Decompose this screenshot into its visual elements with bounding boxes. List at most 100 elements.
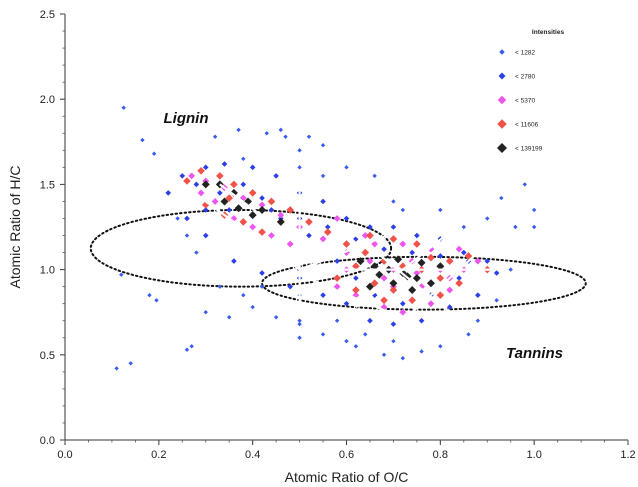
data-point: [227, 315, 232, 320]
data-point: [399, 262, 407, 270]
data-point: [188, 172, 196, 180]
data-point: [437, 253, 444, 259]
data-point: [201, 180, 210, 189]
data-point: [531, 224, 537, 230]
y-tick-label: 2.0: [40, 94, 55, 106]
data-point: [241, 292, 246, 298]
data-point: [352, 262, 360, 270]
legend-marker: [497, 143, 507, 153]
data-point: [446, 304, 453, 310]
data-point: [414, 232, 420, 239]
data-point: [320, 173, 326, 179]
data-point: [367, 317, 373, 324]
y-tick-label: 0.5: [40, 350, 55, 362]
data-point: [297, 335, 302, 340]
data-point: [419, 349, 424, 354]
y-tick-label: 1.0: [40, 265, 55, 277]
data-point: [372, 173, 377, 179]
white-crosslines: [176, 175, 497, 339]
data-point: [276, 217, 285, 226]
data-point: [297, 148, 302, 153]
data-point: [286, 240, 294, 248]
y-axis-title: Atomic Ratio of H/C: [7, 166, 23, 289]
legend-label: < 1282: [515, 50, 535, 57]
white-crossline: [402, 243, 488, 322]
data-point: [371, 240, 379, 248]
region-ellipses: [89, 208, 587, 311]
data-point: [513, 224, 518, 230]
annotation-lignin: Lignin: [164, 110, 209, 127]
data-point: [319, 235, 327, 243]
y-tick-label: 1.5: [40, 179, 55, 191]
data-point: [202, 207, 209, 213]
region-ellipse-lignin: [89, 208, 393, 288]
data-point: [189, 344, 194, 349]
data-point: [353, 344, 359, 349]
data-point: [217, 284, 223, 289]
data-point: [363, 332, 368, 337]
data-point: [239, 194, 247, 202]
data-point: [197, 166, 205, 175]
data-point: [445, 257, 454, 265]
data-point: [367, 224, 373, 230]
data-point: [114, 366, 119, 371]
data-point: [259, 284, 265, 289]
data-point: [147, 292, 152, 298]
axes-frame: 0.0 0.2 0.4 0.6 0.8 1.0 1.2 0.0 0.5 1.0 1.5 2.0 2.5 A…: [7, 9, 636, 485]
white-crossline: [219, 183, 301, 245]
data-point: [179, 173, 186, 179]
region-ellipse-tannins: [261, 255, 587, 311]
data-point: [230, 180, 238, 189]
annotation-tannins: Tannins: [506, 345, 563, 362]
data-point: [343, 300, 350, 307]
data-point: [353, 275, 359, 281]
y-tick-label: 2.5: [40, 9, 55, 21]
data-point: [413, 269, 421, 277]
data-point: [361, 248, 370, 257]
data-point: [320, 292, 326, 298]
data-point: [286, 206, 294, 214]
data-point: [342, 240, 351, 248]
data-point: [412, 274, 421, 283]
data-point: [409, 249, 415, 256]
data-point: [240, 181, 247, 188]
data-point: [259, 195, 265, 201]
x-tick-label: 1.2: [620, 449, 635, 461]
data-point: [400, 300, 406, 307]
data-point: [371, 292, 378, 298]
white-crossline: [355, 231, 451, 308]
data-point: [461, 224, 466, 230]
x-tick-label: 0.4: [245, 449, 260, 461]
data-point: [320, 198, 326, 205]
data-point: [249, 164, 256, 171]
data-point: [297, 321, 302, 327]
data-point: [249, 223, 257, 231]
data-point: [258, 201, 266, 209]
data-point: [202, 232, 209, 239]
white-crossline: [299, 273, 451, 339]
data-point: [499, 195, 504, 201]
y-tick-label: 0.0: [40, 435, 55, 447]
data-point: [258, 228, 266, 236]
data-point: [184, 215, 190, 222]
data-point: [426, 279, 435, 288]
data-point: [212, 134, 218, 139]
data-point: [183, 177, 191, 185]
data-point: [370, 279, 379, 288]
data-point: [333, 215, 341, 222]
data-point: [456, 275, 462, 281]
data-point: [438, 344, 443, 349]
data-point: [221, 161, 228, 167]
data-point: [522, 182, 527, 187]
data-point: [460, 249, 467, 256]
data-point: [119, 272, 124, 277]
data-point: [390, 321, 397, 327]
data-point: [320, 143, 326, 148]
data-point: [344, 338, 349, 344]
data-point: [229, 188, 238, 197]
x-tick-label: 1.0: [527, 449, 542, 461]
data-point: [408, 286, 417, 295]
annotations: Lignin Tannins: [164, 110, 563, 362]
data-point: [389, 286, 398, 294]
